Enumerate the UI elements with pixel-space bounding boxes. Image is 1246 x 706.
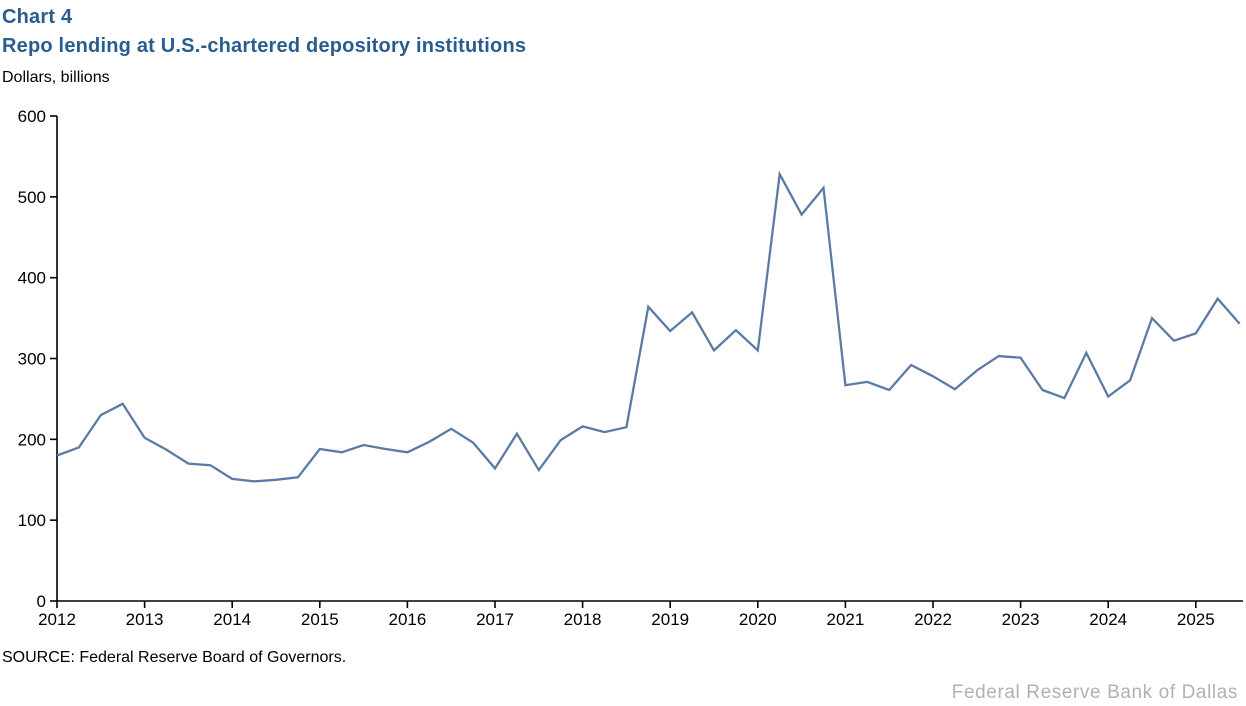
footer-brand: Federal Reserve Bank of Dallas [951, 682, 1238, 703]
y-tick-label: 400 [18, 269, 46, 288]
y-axis-ticks: 0 100 200 300 400 500 600 [18, 107, 57, 611]
x-tick-label: 2012 [38, 610, 76, 629]
x-tick-label: 2014 [213, 610, 251, 629]
x-tick-label: 2019 [651, 610, 689, 629]
y-tick-label: 0 [37, 592, 46, 611]
x-tick-label: 2016 [388, 610, 426, 629]
x-tick-label: 2013 [126, 610, 164, 629]
x-tick-label: 2018 [564, 610, 602, 629]
data-series-line [56, 170, 1241, 483]
x-tick-label: 2023 [1002, 610, 1040, 629]
x-tick-label: 2025 [1177, 610, 1215, 629]
x-tick-label: 2022 [914, 610, 952, 629]
y-tick-label: 100 [18, 511, 46, 530]
y-tick-label: 200 [18, 430, 46, 449]
x-tick-label: 2020 [739, 610, 777, 629]
source-note: SOURCE: Federal Reserve Board of Governo… [2, 649, 347, 666]
chart-number-label: Chart 4 [2, 6, 73, 28]
y-tick-label: 600 [18, 107, 46, 126]
chart-title: Repo lending at U.S.-chartered depositor… [2, 35, 527, 57]
y-tick-label: 300 [18, 350, 46, 369]
x-tick-label: 2024 [1089, 610, 1127, 629]
chart-header: Chart 4 Repo lending at U.S.-chartered d… [2, 3, 526, 87]
y-axis-units-label: Dollars, billions [2, 69, 110, 86]
y-tick-label: 500 [18, 188, 46, 207]
x-tick-label: 2017 [476, 610, 514, 629]
x-axis-ticks: 2012 2013 2014 2015 2016 2017 2018 2019 2020 2021… [38, 601, 1215, 629]
x-tick-label: 2021 [826, 610, 864, 629]
x-tick-label: 2015 [301, 610, 339, 629]
axes [56, 116, 1243, 602]
